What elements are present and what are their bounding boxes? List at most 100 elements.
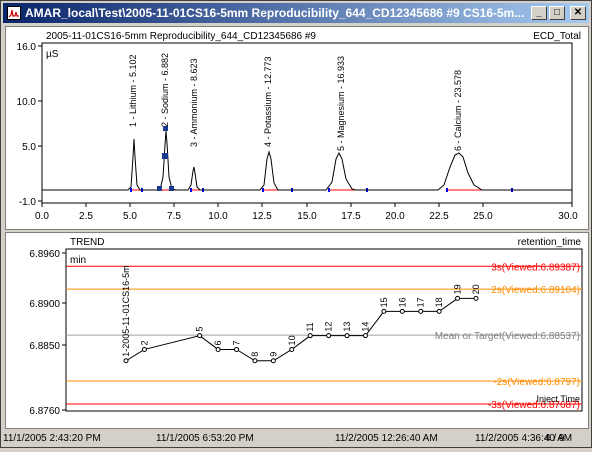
- trend-point[interactable]: [399, 308, 405, 314]
- y-tick: 6.8900: [29, 299, 60, 310]
- minus-2-sigma-label: -2s(Viewed:6.8797): [493, 377, 580, 388]
- trend-point[interactable]: [234, 346, 240, 352]
- trend-variable: retention_time: [518, 237, 582, 248]
- trend-point-label: 13: [342, 322, 352, 332]
- trend-points: 1-2005-11-01CS16-5m 2 5 6 7 8 9 10 11 12 13 14 15 16 1…: [121, 265, 481, 364]
- trend-point-label: 2: [139, 340, 149, 345]
- trend-point[interactable]: [326, 333, 332, 339]
- trend-point-label: 15: [379, 297, 389, 307]
- plus-3-sigma-label: 3s(Viewed:6.89387): [491, 262, 580, 273]
- time-tick: 11/1/2005 2:43:20 PM: [3, 433, 101, 444]
- trend-unit: min: [70, 255, 86, 266]
- trend-series-line: [125, 297, 476, 362]
- app-icon: [7, 6, 21, 20]
- mean-label: Mean or Target(Viewed:6.88537): [435, 331, 580, 342]
- trend-plot-area: [65, 248, 583, 412]
- trend-point[interactable]: [418, 308, 424, 314]
- chromatogram-signal-name: ECD_Total: [533, 31, 581, 42]
- close-button[interactable]: ✕: [570, 6, 586, 20]
- time-tick: 11/2/2005 4:36:40 AM: [475, 433, 572, 444]
- trend-point[interactable]: [362, 333, 368, 339]
- x-tick: 7.5: [167, 211, 181, 222]
- y-tick: 6.8850: [29, 341, 60, 352]
- title-bar[interactable]: AMAR_local\Test\2005-11-01CS16-5mm Repro…: [3, 3, 589, 23]
- time-tick: 11/2/2005 12:26:40 AM: [335, 433, 438, 444]
- minimize-button[interactable]: _: [531, 6, 547, 20]
- trend-point-label: 14: [360, 322, 370, 332]
- trend-point[interactable]: [123, 358, 129, 364]
- trend-panel[interactable]: TREND retention_time min 6.8960 6.8900 6…: [5, 232, 589, 442]
- chromatogram-panel[interactable]: 2005-11-01CS16-5mm Reproducibility_644_C…: [5, 26, 589, 230]
- trend-point-label: 7: [232, 340, 242, 345]
- chromatogram-header: 2005-11-01CS16-5mm Reproducibility_644_C…: [46, 31, 316, 42]
- peak-markers: [157, 126, 174, 191]
- minus-3-sigma-label: -3s(Viewed:6.87687): [488, 400, 580, 411]
- x-tick: 0.0: [35, 211, 49, 222]
- maximize-button[interactable]: □: [549, 6, 565, 20]
- y-tick: 5.0: [22, 142, 36, 153]
- y-tick: 6.8760: [29, 406, 60, 417]
- inject-time-label: Inject Time: [536, 394, 580, 404]
- peak-label: 4 - Potassium - 12.773: [263, 56, 273, 147]
- y-tick: -1.0: [19, 197, 37, 208]
- trend-point[interactable]: [307, 333, 313, 339]
- peak-label: 2 - Sodium - 6.882: [160, 53, 170, 127]
- plus-2-sigma-label: 2s(Viewed:6.89104): [491, 285, 580, 296]
- x-tick: 12.5: [252, 211, 272, 222]
- x-tick: 20.0: [385, 211, 405, 222]
- peak-label: 6 - Calcium - 23.578: [453, 70, 463, 151]
- chromatogram-unit: µS: [46, 49, 59, 60]
- trend-header: TREND: [70, 237, 104, 248]
- trend-point-label: 19: [453, 284, 463, 294]
- x-tick: 2.5: [79, 211, 93, 222]
- trend-point-label: 18: [434, 297, 444, 307]
- trend-point[interactable]: [197, 333, 203, 339]
- trend-point[interactable]: [436, 308, 442, 314]
- x-tick: 15.0: [297, 211, 317, 222]
- chromatogram-trace: [42, 130, 572, 191]
- peak-label: 1 - Lithium - 5.102: [128, 54, 138, 127]
- x-tick: 5.0: [123, 211, 137, 222]
- x-tick: 22.5: [429, 211, 449, 222]
- peak-label: 5 - Magnesium - 16.933: [336, 56, 346, 151]
- x-tick: 30.0: [558, 211, 578, 222]
- trend-point-label: 6: [213, 340, 223, 345]
- trend-point[interactable]: [215, 346, 221, 352]
- trend-point-label: 1-2005-11-01CS16-5m: [121, 265, 131, 356]
- trend-point[interactable]: [455, 295, 461, 301]
- time-tick: 11/1/2005 6:53:20 PM: [156, 433, 254, 444]
- trend-point-label: 12: [324, 322, 334, 332]
- control-limits: 3s(Viewed:6.89387) 2s(Viewed:6.89104) Me…: [66, 262, 582, 411]
- trend-point-label: 11: [305, 322, 315, 331]
- y-tick: 6.8960: [29, 249, 60, 260]
- trend-point-label: 8: [250, 352, 260, 357]
- trend-y-axis: 6.8960 6.8900 6.8850 6.8760: [29, 249, 66, 417]
- window-title: AMAR_local\Test\2005-11-01CS16-5mm Repro…: [25, 6, 525, 20]
- trend-point[interactable]: [473, 295, 479, 301]
- peak-label: 3 - Ammonium - 8.623: [189, 58, 199, 147]
- trend-point[interactable]: [289, 346, 295, 352]
- x-tick: 10.0: [208, 211, 228, 222]
- trend-point[interactable]: [252, 358, 258, 364]
- trend-point-label: 17: [416, 297, 426, 307]
- trend-point-label: 5: [195, 327, 205, 332]
- trend-point-label: 16: [397, 297, 407, 307]
- trend-point[interactable]: [141, 346, 147, 352]
- trend-point-label: 9: [268, 352, 278, 357]
- y-tick: 10.0: [17, 97, 37, 108]
- chromatogram-x-axis: 0.0 2.5 5.0 7.5 10.0 12.5 15.0 17.5 20.0…: [35, 203, 578, 222]
- page-indicator: 4 / 9: [545, 433, 565, 444]
- chromatogram-y-axis: 16.0 10.0 5.0 -1.0: [17, 42, 42, 208]
- chromatogram-chart: 2005-11-01CS16-5mm Reproducibility_644_C…: [17, 31, 581, 222]
- trend-point[interactable]: [381, 308, 387, 314]
- x-tick: 17.5: [341, 211, 361, 222]
- peak-labels: 1 - Lithium - 5.102 2 - Sodium - 6.882 3…: [128, 53, 463, 151]
- trend-chart: TREND retention_time min 6.8960 6.8900 6…: [7, 237, 583, 442]
- y-tick: 16.0: [17, 42, 37, 53]
- trend-point[interactable]: [270, 358, 276, 364]
- trend-time-axis: 11/1/2005 2:43:20 PM 11/1/2005 6:53:20 P…: [1, 427, 592, 449]
- chromatogram-plot-area: [41, 42, 573, 204]
- trend-point[interactable]: [344, 333, 350, 339]
- trend-point-label: 20: [471, 284, 481, 294]
